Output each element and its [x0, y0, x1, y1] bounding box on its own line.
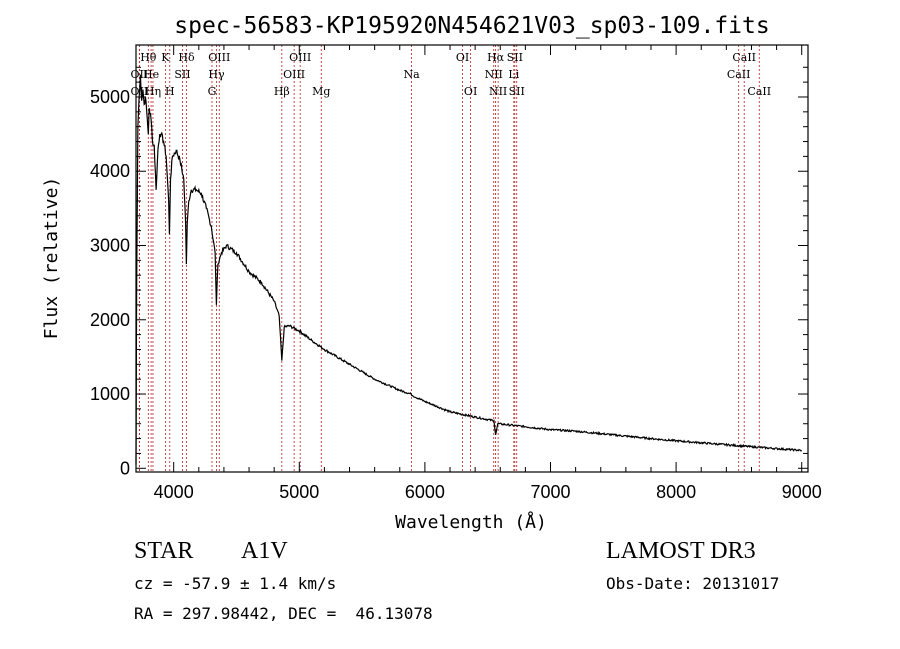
plot-frame — [135, 44, 809, 473]
spectral-line-label: OIII — [208, 51, 230, 64]
y-tick-label: 0 — [120, 458, 130, 478]
spectral-line-label: CaII — [727, 68, 751, 81]
y-tick-label: 5000 — [90, 87, 130, 107]
spectral-line-label: OII — [131, 68, 149, 81]
spectral-line-markers — [138, 45, 760, 472]
y-tick-label: 1000 — [90, 384, 130, 404]
spectral-line-label: K — [161, 51, 170, 64]
spectral-line-label: CaII — [732, 51, 756, 64]
spectral-line-label: He — [143, 68, 159, 81]
spectral-line-label: Mg — [312, 85, 330, 98]
spectral-line-label: Hγ — [208, 68, 225, 81]
spectral-line-label: SII — [174, 68, 190, 81]
spectral-line-label: OIII — [283, 68, 305, 81]
spectral-line-label: Na — [403, 68, 420, 81]
spectral-line-label: CaII — [747, 85, 771, 98]
spectral-line-label: Hδ — [178, 51, 195, 64]
y-axis-title: Flux (relative) — [41, 177, 62, 340]
spectral-line-label: Hθ — [140, 51, 157, 64]
spectral-line-label: OI — [456, 51, 469, 64]
spectral-line-label: G — [208, 85, 217, 98]
y-tick-label: 4000 — [90, 161, 130, 181]
object-class: STAR — [134, 538, 194, 564]
axis-ticks: 4000 5000 6000 7000 8000 9000 0 1000 2000 3000 400… — [90, 45, 822, 502]
x-axis-title: Wavelength (Å) — [395, 511, 547, 533]
x-tick-label: 6000 — [405, 482, 445, 502]
chart-title: spec-56583-KP195920N454621V03_sp03-109.f… — [174, 13, 769, 39]
spectral-line-label: NII — [485, 68, 503, 81]
spectral-line-label: OI — [464, 85, 477, 98]
x-tick-label: 7000 — [530, 482, 570, 502]
spectral-line-label: SII — [507, 51, 523, 64]
x-tick-label: 9000 — [782, 482, 822, 502]
spectral-subclass: A1V — [241, 538, 288, 564]
spectrum-series-line — [135, 74, 803, 465]
redshift-value: cz = -57.9 ± 1.4 km/s — [134, 574, 337, 593]
observation-date: Obs-Date: 20131017 — [606, 574, 780, 593]
x-tick-label: 8000 — [656, 482, 696, 502]
coordinates: RA = 297.98442, DEC = 46.13078 — [134, 604, 433, 623]
survey-name: LAMOST DR3 — [606, 538, 756, 564]
spectral-line-label: Li — [508, 68, 519, 81]
spectral-line-label: OIII — [289, 51, 311, 64]
x-tick-label: 5000 — [279, 482, 319, 502]
spectral-line-label: Hβ — [274, 85, 290, 98]
spectral-line-label: Hα — [487, 51, 505, 64]
spectral-line-label: SII — [509, 85, 525, 98]
y-tick-label: 2000 — [90, 310, 130, 330]
spectral-line-label: H — [165, 85, 175, 98]
y-tick-label: 3000 — [90, 236, 130, 256]
spectral-line-label: NII — [489, 85, 507, 98]
spectral-line-label: Hη — [145, 85, 161, 98]
x-tick-label: 4000 — [154, 482, 194, 502]
